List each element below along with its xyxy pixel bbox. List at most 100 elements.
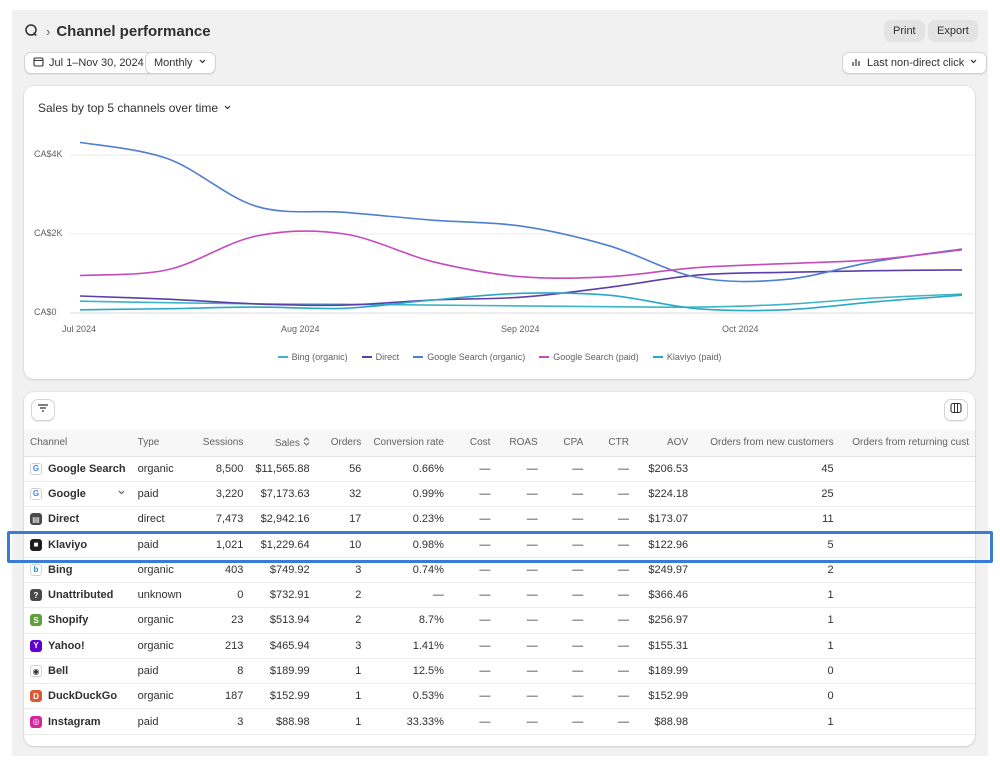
column-header-roas[interactable]: ROAS	[496, 430, 544, 457]
column-header-cpa[interactable]: CPA	[543, 430, 590, 457]
cell-roas: —	[496, 582, 544, 609]
cell-orders-returning	[839, 582, 975, 609]
table-row[interactable]: ◉ Bell paid 8 $189.99 1 12.5% — — — — $189.99 0	[24, 658, 975, 685]
cell-cpa: —	[543, 506, 590, 533]
cell-type: unknown	[131, 582, 191, 609]
cell-orders: 2	[315, 607, 368, 634]
cell-aov: $152.99	[634, 683, 695, 710]
export-button[interactable]: Export	[928, 20, 978, 42]
cell-sessions: 3	[190, 708, 250, 735]
chart-title-select[interactable]: Sales by top 5 channels over time	[38, 101, 232, 115]
column-header-orders-new-customers[interactable]: Orders from new customers	[694, 430, 840, 457]
table-row[interactable]: G Google Search organic 8,500 $11,565.88 56 0.…	[24, 456, 975, 482]
cell-roas: —	[496, 481, 544, 508]
cell-sessions: 3,220	[190, 481, 250, 508]
cell-type: paid	[131, 531, 191, 558]
chart-legend: Bing (organic) Direct Google Search (org…	[24, 352, 975, 362]
channel-name: Bing	[48, 563, 73, 576]
column-header-channel[interactable]: Channel	[24, 430, 132, 457]
columns-button[interactable]	[944, 399, 968, 421]
cell-ctr: —	[589, 708, 635, 735]
table-header-row: Channel Type Sessions Sales Orders Conve…	[24, 430, 975, 457]
channel-cell-content: ? Unattributed	[30, 589, 126, 602]
legend-item[interactable]: Google Search (paid)	[539, 352, 639, 362]
attribution-model-select[interactable]: Last non-direct click	[842, 52, 988, 74]
filter-sort-button[interactable]	[31, 399, 55, 421]
cell-type: paid	[131, 708, 191, 735]
channel-name: Google Search	[48, 462, 126, 475]
legend-label: Google Search (paid)	[553, 352, 639, 362]
column-header-sales[interactable]: Sales	[249, 430, 316, 457]
print-button[interactable]: Print	[884, 20, 925, 42]
cell-cpa: —	[543, 633, 590, 659]
cell-cpa: —	[543, 708, 590, 735]
table-body: G Google Search organic 8,500 $11,565.88 56 0.…	[24, 456, 975, 735]
column-header-cost[interactable]: Cost	[449, 430, 497, 457]
cell-sessions: 8,500	[190, 456, 250, 482]
series-line[interactable]	[79, 230, 963, 280]
date-range-picker[interactable]: Jul 1–Nov 30, 2024	[24, 52, 153, 74]
legend-item[interactable]: Bing (organic)	[277, 352, 348, 362]
series-line[interactable]	[79, 141, 963, 283]
cell-ctr: —	[589, 456, 635, 482]
series-line[interactable]	[79, 293, 963, 309]
legend-item[interactable]: Direct	[361, 352, 399, 362]
breadcrumb-separator: ›	[46, 23, 51, 39]
cell-orders-new: 0	[694, 683, 840, 710]
column-header-sessions[interactable]: Sessions	[190, 430, 250, 457]
cell-sessions: 0	[190, 582, 250, 609]
cell-roas: —	[496, 456, 544, 482]
reports-icon[interactable]	[24, 23, 40, 39]
column-header-orders-returning-customers[interactable]: Orders from returning cust	[839, 430, 975, 457]
cell-cpa: —	[543, 456, 590, 482]
column-header-orders[interactable]: Orders	[315, 430, 368, 457]
cell-roas: —	[496, 531, 544, 558]
google-icon: G	[30, 462, 42, 475]
channel-name: Yahoo!	[48, 639, 85, 652]
cell-channel: ◎ Instagram	[24, 708, 132, 735]
series-line[interactable]	[79, 269, 963, 307]
table-row[interactable]: D DuckDuckGo organic 187 $152.99 1 0.53% — — — — $1…	[24, 683, 975, 710]
cell-aov: $88.98	[634, 708, 695, 735]
cell-type: organic	[131, 456, 191, 482]
column-header-ctr[interactable]: CTR	[589, 430, 635, 457]
cell-cpa: —	[543, 582, 590, 609]
channel-cell-content: ▤ Direct	[30, 513, 126, 526]
cell-type: paid	[131, 658, 191, 685]
granularity-select[interactable]: Monthly	[145, 52, 216, 74]
cell-channel: Y Yahoo!	[24, 633, 132, 659]
cell-orders-returning	[839, 683, 975, 710]
legend-item[interactable]: Google Search (organic)	[413, 352, 525, 362]
yahoo-icon: Y	[30, 639, 42, 652]
channel-cell-content: G Google Search	[30, 462, 126, 475]
table-row[interactable]: ? Unattributed unknown 0 $732.91 2— — — — — $366.4…	[24, 582, 975, 609]
column-header-conversion-rate[interactable]: Conversion rate	[367, 430, 450, 457]
table-row[interactable]: S Shopify organic 23 $513.94 2 8.7% — — — — $256.97…	[24, 607, 975, 634]
channel-name: Bell	[48, 665, 69, 678]
cell-ctr: —	[589, 582, 635, 609]
table-row[interactable]: G Google paid 3,220 $7,173.63 32 0.99% — — — — $224…	[24, 481, 975, 508]
chart-title: Sales by top 5 channels over time	[38, 101, 219, 115]
y-tick-label: CA$2K	[34, 228, 63, 238]
channel-name: Instagram	[48, 715, 101, 728]
table-row[interactable]: ■ Klaviyo paid 1,021 $1,229.64 10 0.98% — — — — $12…	[24, 531, 975, 558]
legend-item[interactable]: Klaviyo (paid)	[652, 352, 721, 362]
line-chart	[70, 141, 974, 314]
column-header-aov[interactable]: AOV	[634, 430, 695, 457]
series-line[interactable]	[79, 292, 963, 312]
cell-sales: $1,229.64	[249, 531, 316, 558]
table-row[interactable]: ▤ Direct direct 7,473 $2,942.16 17 0.23% — — — — $1…	[24, 506, 975, 533]
chevron-down-icon	[223, 101, 232, 115]
cell-cost: —	[449, 506, 497, 533]
cell-roas: —	[496, 708, 544, 735]
granularity-label: Monthly	[154, 57, 193, 69]
table-row[interactable]: Y Yahoo! organic 213 $465.94 3 1.41% — — — — $155.3…	[24, 633, 975, 659]
cell-orders: 2	[315, 582, 368, 609]
cell-roas: —	[496, 658, 544, 685]
table-row[interactable]: ◎ Instagram paid 3 $88.98 1 33.33% — — — — $88.98 1	[24, 708, 975, 735]
column-header-type[interactable]: Type	[131, 430, 191, 457]
cell-orders: 3	[315, 633, 368, 659]
channel-cell-content: ◉ Bell	[30, 665, 126, 678]
channel-cell-content: D DuckDuckGo	[30, 690, 126, 703]
chevron-down-icon[interactable]	[117, 488, 126, 499]
